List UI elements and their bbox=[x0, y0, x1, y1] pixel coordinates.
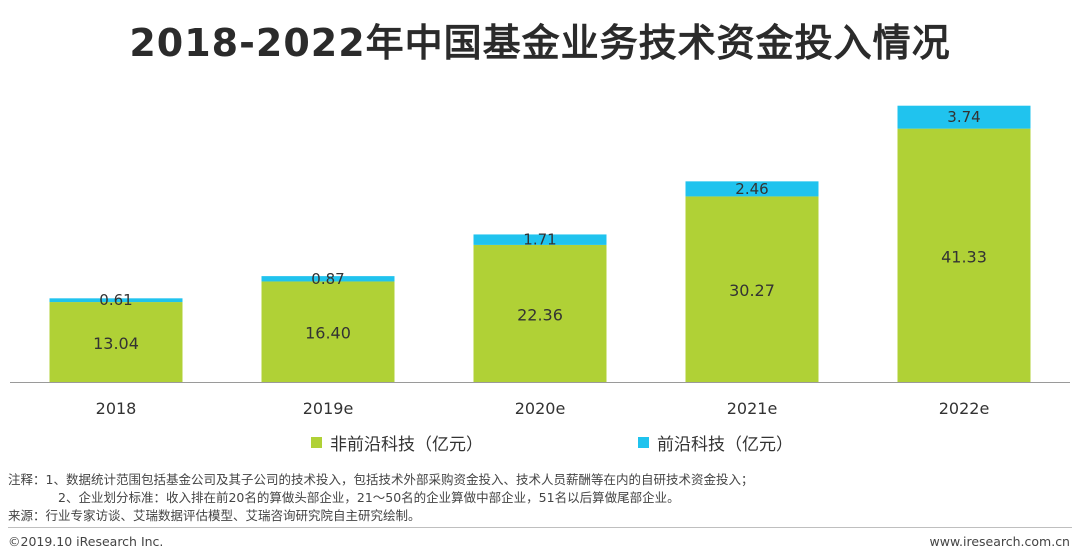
source-line: 来源：行业专家访谈、艾瑞数据评估模型、艾瑞咨询研究院自主研究绘制。 bbox=[8, 508, 421, 523]
legend-item-frontier: 前沿科技（亿元） bbox=[638, 430, 793, 455]
chart-title: 2018-2022年中国基金业务技术资金投入情况 bbox=[129, 21, 951, 65]
data-label-non-frontier-2019e: 16.40 bbox=[305, 324, 351, 343]
legend-label-non-frontier: 非前沿科技（亿元） bbox=[330, 435, 483, 455]
legend-swatch-frontier bbox=[638, 437, 649, 448]
legend-swatch-non-frontier bbox=[311, 437, 322, 448]
data-label-frontier-2022e: 3.74 bbox=[947, 108, 980, 126]
legend-item-non-frontier: 非前沿科技（亿元） bbox=[311, 430, 483, 455]
bar-non-frontier-2020e bbox=[473, 244, 607, 382]
data-label-non-frontier-2022e: 41.33 bbox=[941, 247, 987, 266]
x-tick-label-2018: 2018 bbox=[96, 399, 137, 418]
bar-non-frontier-2021e bbox=[685, 196, 819, 382]
stacked-bar-chart: 13.04 0.61 2018 16.40 0.87 2019e 22.36 1.71 2020… bbox=[10, 105, 1070, 418]
data-label-frontier-2021e: 2.46 bbox=[735, 180, 768, 198]
data-label-frontier-2019e: 0.87 bbox=[311, 270, 344, 288]
website: www.iresearch.com.cn bbox=[929, 534, 1071, 549]
bar-non-frontier-2022e bbox=[897, 128, 1031, 382]
bar-frontier-2021e bbox=[685, 181, 819, 197]
x-tick-label-2020e: 2020e bbox=[515, 399, 566, 418]
x-tick-label-2022e: 2022e bbox=[939, 399, 990, 418]
legend-label-frontier: 前沿科技（亿元） bbox=[657, 435, 793, 455]
bar-frontier-2020e bbox=[473, 234, 607, 245]
data-label-non-frontier-2018: 13.04 bbox=[93, 334, 139, 353]
footer-divider bbox=[8, 527, 1072, 528]
data-label-frontier-2018: 0.61 bbox=[99, 291, 132, 309]
x-tick-label-2021e: 2021e bbox=[727, 399, 778, 418]
copyright: ©2019.10 iResearch Inc. bbox=[8, 534, 164, 549]
bar-non-frontier-2019e bbox=[261, 281, 395, 382]
note-line-1: 注释：1、数据统计范围包括基金公司及其子公司的技术投入，包括技术外部采购资金投入… bbox=[8, 472, 754, 487]
bar-non-frontier-2018 bbox=[49, 302, 183, 382]
bar-frontier-2018 bbox=[49, 298, 183, 303]
notes: 注释：1、数据统计范围包括基金公司及其子公司的技术投入，包括技术外部采购资金投入… bbox=[8, 471, 753, 525]
x-tick-label-2019e: 2019e bbox=[303, 399, 354, 418]
bar-frontier-2019e bbox=[261, 276, 395, 282]
data-label-non-frontier-2021e: 30.27 bbox=[729, 281, 775, 300]
data-label-frontier-2020e: 1.71 bbox=[523, 231, 556, 249]
data-label-non-frontier-2020e: 22.36 bbox=[517, 305, 563, 324]
note-line-2: 2、企业划分标准：收入排在前20名的算做头部企业，21～50名的企业算做中部企业… bbox=[58, 490, 680, 505]
bar-frontier-2022e bbox=[897, 105, 1031, 129]
